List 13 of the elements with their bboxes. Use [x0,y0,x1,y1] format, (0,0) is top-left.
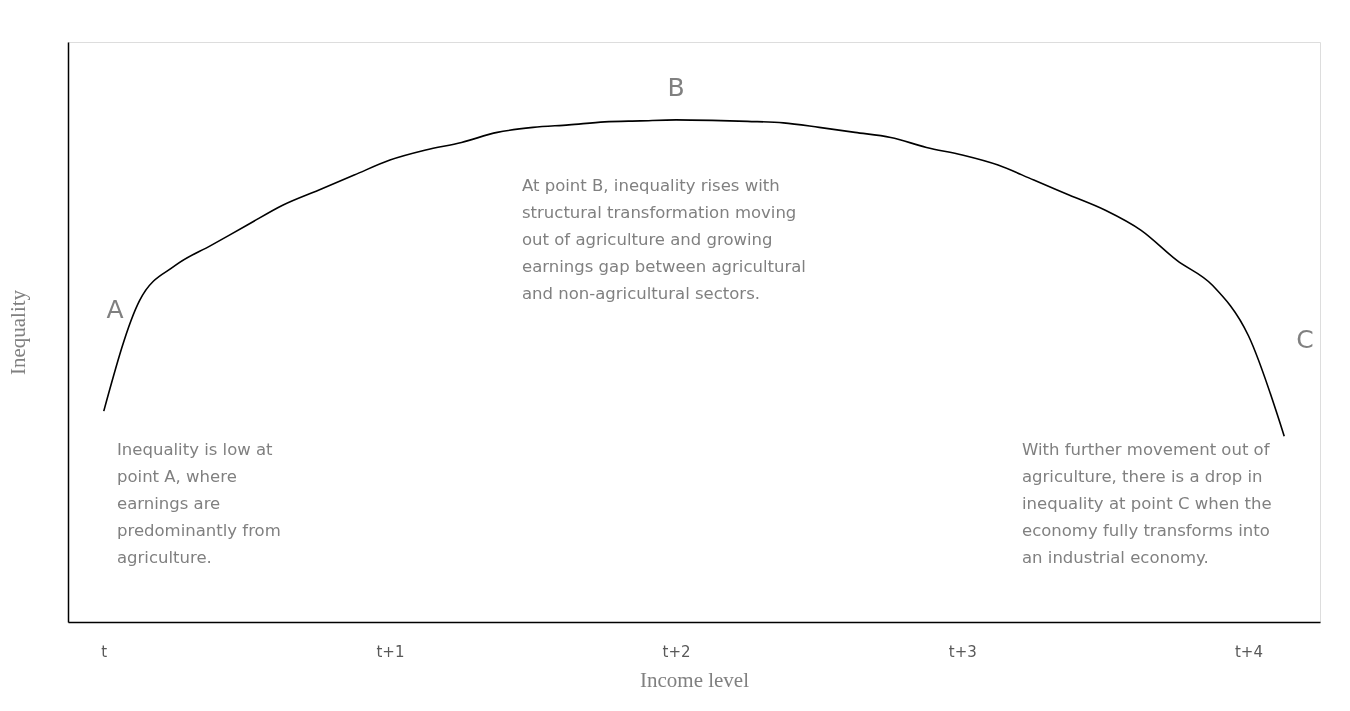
annotation: C [1296,325,1314,354]
x-tick-label: t+3 [948,642,977,661]
annotation: At point B, inequality rises with structural transformation moving out of agriculture and growing earnings gap between agricultural and non-agricultural sectors. [522,176,806,303]
x-axis-title: Income level [639,667,750,692]
annotation: A [106,295,124,324]
annotation: With further movement out of agriculture, there is a drop in inequality at point C when the economy fully transforms into an industrial economy. [1022,440,1272,567]
x-tick-label: t+2 [662,642,691,661]
annotation: B [667,72,685,102]
x-tick-label: t [101,642,108,661]
x-tick-label: t+1 [376,642,405,661]
annotation: Inequality is low at point A, where earnings are predominantly from agriculture. [117,440,281,567]
y-axis-title: Inequality [5,289,30,376]
x-tick-label: t+4 [1234,642,1263,661]
